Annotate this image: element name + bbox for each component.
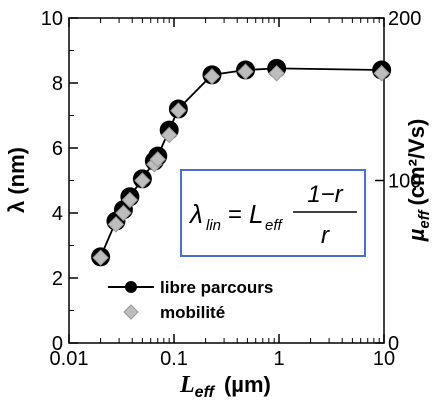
y-right-axis-label: µeff (cm²/Vs)	[404, 119, 433, 243]
mobilite-point	[121, 191, 139, 209]
formula-numerator: 1−r	[307, 181, 343, 208]
y-left-tick-label: 8	[52, 73, 63, 95]
formula-rhs: L	[249, 199, 263, 229]
x-label-main: L	[179, 372, 195, 398]
x-label-unit: (µm)	[224, 372, 271, 397]
legend: libre parcours mobilité	[108, 278, 273, 322]
mobilite-point	[268, 65, 285, 82]
legend-marker-mobilite	[123, 304, 139, 320]
mobilite-point	[203, 68, 221, 85]
y-left-tick-label: 6	[52, 138, 63, 160]
x-axis: 0.01 0.1 1 10	[50, 18, 395, 370]
formula-equals: =	[228, 201, 242, 228]
legend-marker-libre-parcours	[125, 281, 137, 293]
mobilite-point	[92, 249, 109, 266]
y-left-tick-label: 2	[52, 268, 63, 290]
mobilite-series	[92, 63, 390, 266]
legend-label-mobilite: mobilité	[160, 303, 225, 322]
y-right-tick-label: 100	[388, 171, 421, 193]
mobilite-point	[373, 65, 390, 82]
formula-rhs-sub: eff	[265, 217, 284, 234]
formula-lhs: λ	[188, 199, 203, 229]
x-axis-label: Leff (µm)	[179, 372, 271, 401]
x-label-sub: eff	[195, 384, 216, 401]
y-left-tick-label: 0	[52, 333, 63, 355]
mobilite-point	[237, 63, 254, 80]
mobilite-point	[170, 102, 187, 119]
y-left-axis-label: λ (nm)	[4, 147, 29, 213]
mobilite-point	[134, 172, 151, 189]
formula-box	[180, 169, 366, 257]
y-right-label-main: µ	[404, 228, 429, 242]
x-tick-label: 1	[273, 348, 284, 370]
mobilite-point	[107, 216, 125, 233]
x-tick-label: 0.1	[160, 348, 188, 370]
x-tick-label: 0.01	[50, 348, 89, 370]
mobilite-point	[160, 126, 178, 144]
formula: λ lin = L eff 1−r r	[188, 181, 357, 249]
formula-denominator: r	[321, 222, 330, 249]
mobilite-point	[149, 151, 166, 168]
y-right-label-sub: eff	[416, 209, 433, 229]
y-left-tick-label: 4	[52, 203, 63, 225]
right-y-axis: 0 100 200	[375, 8, 421, 355]
y-left-tick-label: 10	[41, 8, 63, 30]
legend-label-libre-parcours: libre parcours	[160, 278, 273, 297]
formula-lhs-sub: lin	[206, 217, 221, 234]
y-right-tick-label: 200	[388, 8, 421, 30]
left-y-axis: 0 2 4 6 8 10	[41, 8, 78, 355]
y-right-label-unit: (cm²/Vs)	[404, 119, 429, 206]
y-right-tick-label: 0	[388, 333, 399, 355]
x-tick-label: 10	[373, 348, 395, 370]
mobilite-point	[115, 204, 132, 222]
